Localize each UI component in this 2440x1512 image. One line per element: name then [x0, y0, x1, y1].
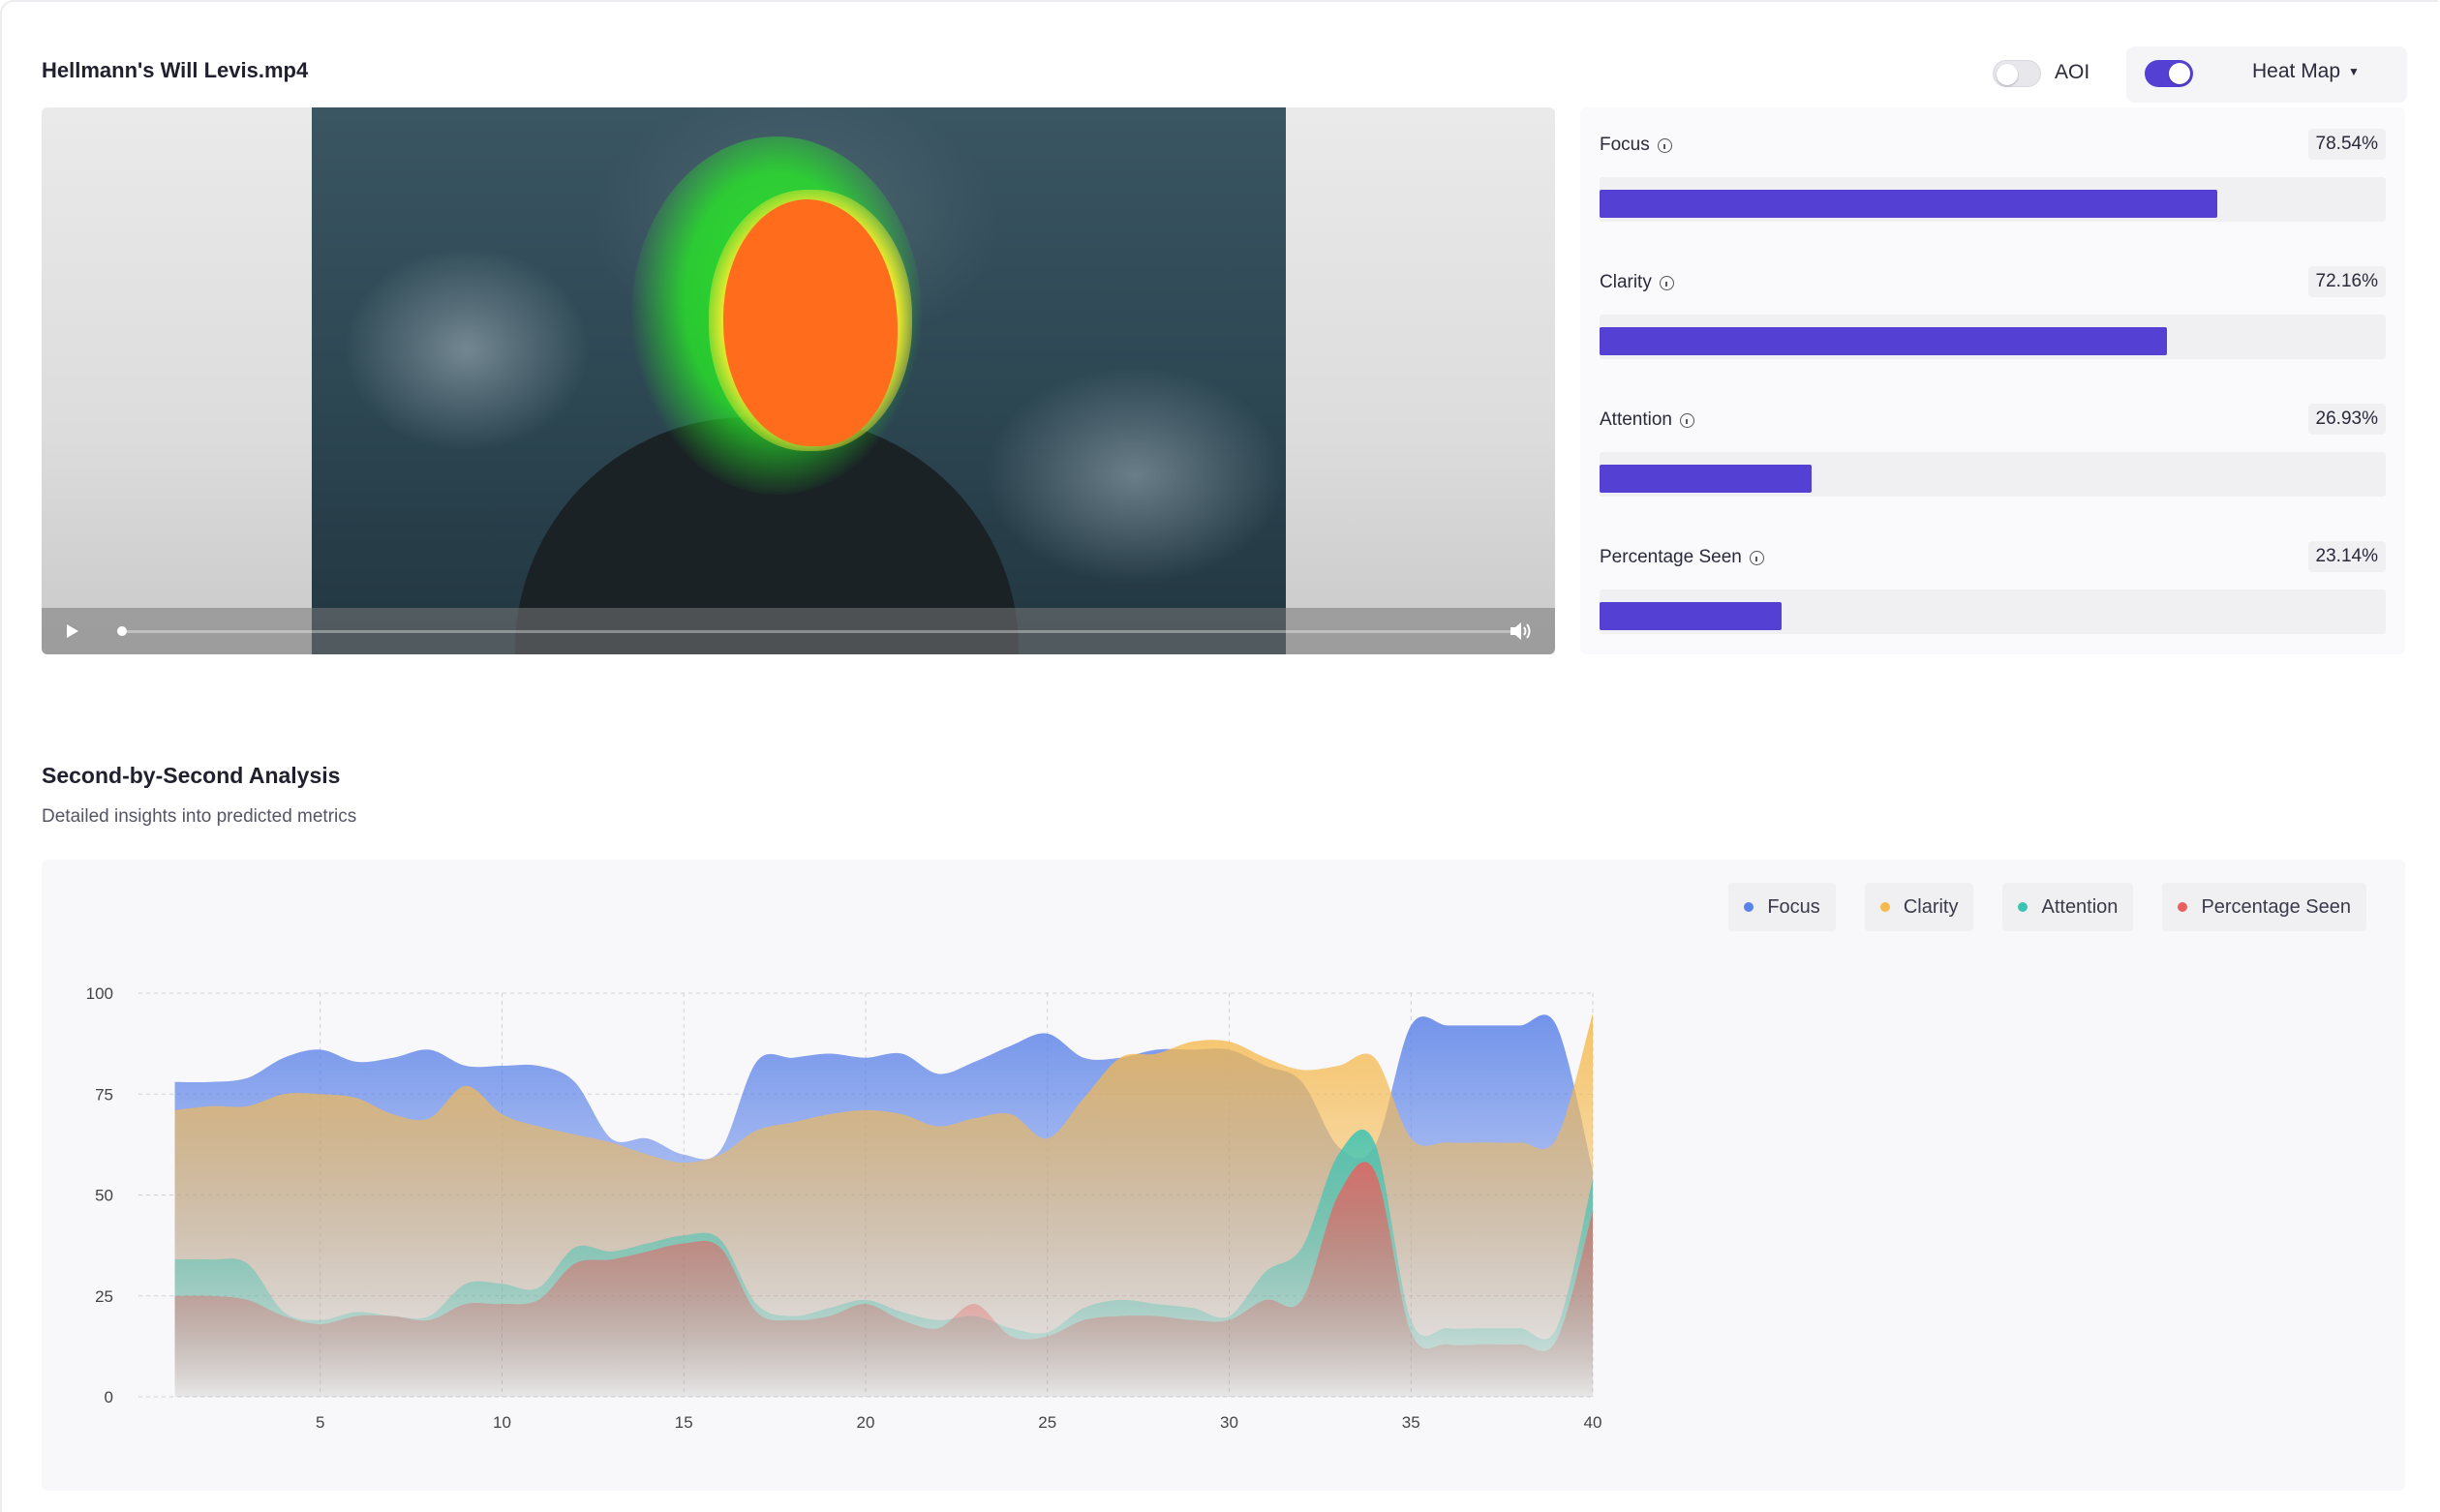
- info-icon[interactable]: [1749, 550, 1764, 565]
- metrics-panel: Focus 78.54% Clarity 72.16% Attention 26…: [1580, 107, 2405, 654]
- metric-label: Focus: [1600, 135, 1672, 156]
- aoi-label: AOI: [2055, 61, 2090, 83]
- info-icon[interactable]: [1657, 137, 1672, 153]
- metric-value: 72.16%: [2307, 266, 2386, 297]
- y-tick-label: 75: [95, 1085, 113, 1104]
- video-player[interactable]: [42, 107, 1555, 654]
- metric-bar-fill: [1600, 465, 1812, 493]
- legend-label: Attention: [2041, 895, 2119, 918]
- metric-name: Clarity: [1600, 272, 1652, 292]
- metrics-area-chart: 0 25 50 75 100 5 10 15 20 25 30 35 40: [86, 984, 1602, 1432]
- seek-bar[interactable]: [121, 630, 1515, 633]
- legend-item-attention[interactable]: Attention: [2002, 883, 2134, 931]
- x-tick-label: 20: [857, 1413, 875, 1432]
- x-tick-label: 40: [1584, 1413, 1602, 1432]
- legend-item-clarity[interactable]: Clarity: [1864, 883, 1974, 931]
- metric-bar-fill: [1600, 190, 2217, 218]
- y-tick-label: 25: [95, 1287, 113, 1306]
- metric-bar-track: [1600, 177, 2386, 222]
- legend-dot: [1744, 902, 1754, 912]
- metric-name: Percentage Seen: [1600, 547, 1742, 567]
- chart-card: Focus Clarity Attention Percentage Seen …: [42, 860, 2405, 1491]
- metric-bar-track: [1600, 452, 2386, 497]
- heatmap-toggle[interactable]: [2145, 60, 2193, 87]
- metric-bar-fill: [1600, 602, 1782, 630]
- metric-bar-track: [1600, 590, 2386, 634]
- section-title: Second-by-Second Analysis: [42, 763, 341, 788]
- section-subtitle: Detailed insights into predicted metrics: [42, 806, 357, 827]
- info-icon[interactable]: [1659, 275, 1674, 290]
- metric-bar-track: [1600, 315, 2386, 359]
- y-tick-label: 50: [95, 1187, 113, 1205]
- legend-label: Clarity: [1903, 895, 1959, 918]
- metric-label: Percentage Seen: [1600, 547, 1764, 568]
- x-tick-label: 10: [493, 1413, 511, 1432]
- legend-item-percentage-seen[interactable]: Percentage Seen: [2162, 883, 2366, 931]
- metric-value: 23.14%: [2307, 541, 2386, 572]
- y-tick-label: 0: [105, 1388, 113, 1406]
- file-title: Hellmann's Will Levis.mp4: [42, 58, 309, 82]
- metric-value: 78.54%: [2307, 129, 2386, 160]
- view-mode-dropdown[interactable]: Heat Map ▼: [2252, 60, 2360, 83]
- x-tick-label: 5: [316, 1413, 324, 1432]
- x-tick-label: 30: [1220, 1413, 1238, 1432]
- x-tick-label: 35: [1402, 1413, 1420, 1432]
- metric-value: 26.93%: [2307, 404, 2386, 435]
- view-mode-label: Heat Map: [2252, 60, 2341, 82]
- legend-label: Focus: [1767, 895, 1820, 918]
- metric-label: Clarity: [1600, 272, 1674, 293]
- aoi-toggle[interactable]: [1993, 60, 2041, 87]
- legend-label: Percentage Seen: [2201, 895, 2351, 918]
- play-icon[interactable]: [67, 624, 78, 638]
- legend-dot: [2018, 902, 2028, 912]
- caret-down-icon: ▼: [2348, 65, 2360, 78]
- toggle-knob: [2169, 63, 2190, 84]
- volume-icon[interactable]: [1509, 620, 1534, 643]
- toggle-knob: [1997, 64, 2018, 85]
- legend-item-focus[interactable]: Focus: [1728, 883, 1836, 931]
- x-tick-label: 25: [1038, 1413, 1056, 1432]
- metric-name: Attention: [1600, 409, 1672, 430]
- video-frame: [312, 107, 1286, 654]
- x-tick-label: 15: [675, 1413, 693, 1432]
- legend-dot: [2178, 902, 2188, 912]
- seek-handle[interactable]: [117, 626, 127, 636]
- metric-name: Focus: [1600, 135, 1650, 155]
- metric-bar-fill: [1600, 327, 2167, 355]
- series-area-percentage-seen[interactable]: [174, 1162, 1593, 1397]
- metric-label: Attention: [1600, 409, 1694, 431]
- legend-dot: [1879, 902, 1890, 912]
- info-icon[interactable]: [1680, 412, 1694, 428]
- y-tick-label: 100: [86, 984, 113, 1003]
- heatmap-hotspot-core: [723, 199, 898, 446]
- chart-legend: Focus Clarity Attention Percentage Seen: [1728, 883, 2366, 931]
- video-controls: [42, 608, 1555, 654]
